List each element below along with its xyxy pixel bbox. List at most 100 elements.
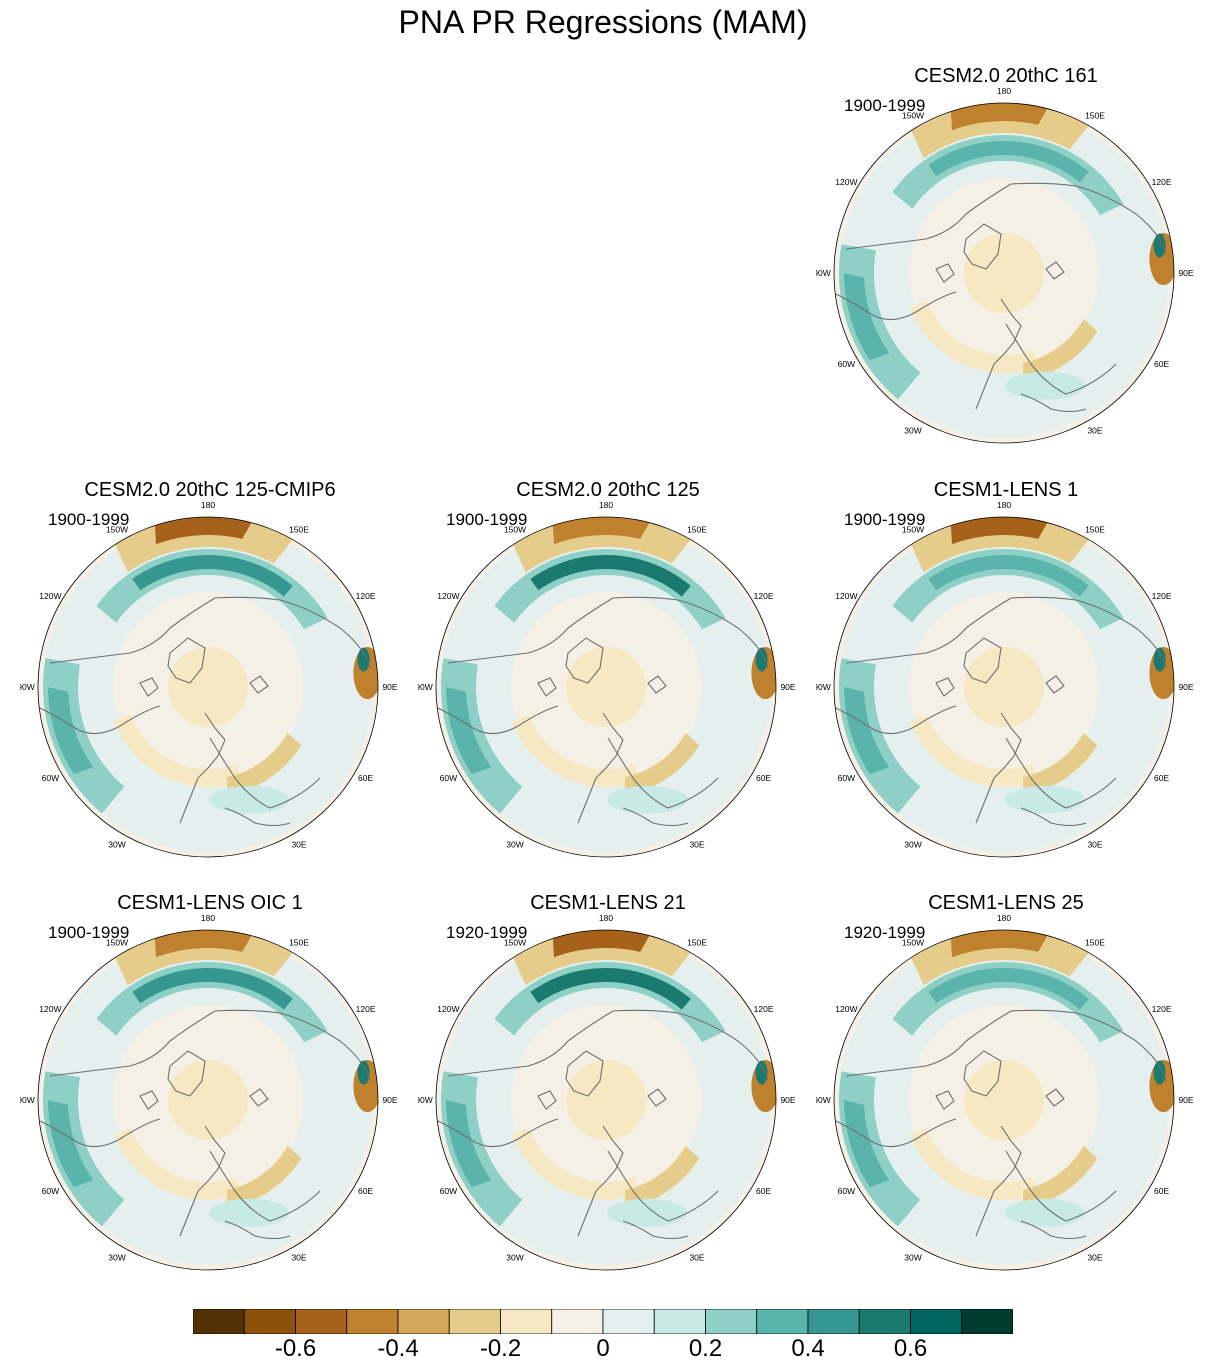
longitude-label: 90E <box>1178 682 1193 692</box>
longitude-label: 60W <box>440 773 457 783</box>
longitude-label: 180 <box>599 500 613 510</box>
longitude-label: 150E <box>289 524 309 534</box>
map-panel-cesm1-lens-25: 180150E120E90E60E30E030W60W90W120W150WCE… <box>816 891 1196 1271</box>
colorbar-tick-label: 0.6 <box>893 1335 928 1362</box>
longitude-label: 90W <box>418 682 433 692</box>
longitude-label: 60E <box>756 1186 771 1196</box>
panel-title: CESM2.0 20thC 161 <box>914 65 1098 87</box>
map-panel-cesm2-161: 180150E120E90E60E30E030W60W90W120W150WCE… <box>816 64 1196 444</box>
colorbar-tick-label: 0.2 <box>688 1335 723 1362</box>
longitude-label: 150E <box>687 524 707 534</box>
longitude-label: 120W <box>39 591 61 601</box>
polar-map: 180150E120E90E60E30E030W60W90W120W150W <box>418 500 796 858</box>
longitude-label: 60W <box>838 773 855 783</box>
longitude-label: 120E <box>356 591 376 601</box>
colorbar-swatch <box>653 1308 706 1335</box>
longitude-label: 90E <box>382 682 397 692</box>
longitude-label: 120E <box>1152 1004 1172 1014</box>
longitude-label: 90E <box>1178 268 1193 278</box>
panel-period: 1900-1999 <box>446 510 528 529</box>
polar-map: 180150E120E90E60E30E030W60W90W120W150W <box>816 500 1194 858</box>
colorbar-tick-label: 0.4 <box>791 1335 825 1362</box>
longitude-label: 120E <box>1152 177 1172 187</box>
longitude-label: 30W <box>904 426 921 436</box>
longitude-label: 30W <box>904 840 921 850</box>
colorbar-swatch <box>500 1308 553 1335</box>
colorbar-swatch <box>807 1308 860 1335</box>
longitude-label: 150W <box>504 524 526 534</box>
colorbar-bar <box>192 1308 1014 1335</box>
colorbar-swatch <box>910 1308 963 1335</box>
colorbar-tick-label: -0.6 <box>274 1335 317 1362</box>
panel-period: 1900-1999 <box>48 510 130 529</box>
longitude-label: 150E <box>1085 524 1105 534</box>
longitude-label: 120W <box>835 1004 857 1014</box>
longitude-label: 30W <box>506 840 523 850</box>
longitude-label: 120W <box>835 591 857 601</box>
colorbar-swatch <box>448 1308 501 1335</box>
colorbar-swatch <box>551 1308 604 1335</box>
longitude-label: 180 <box>997 913 1011 923</box>
longitude-label: 120W <box>835 177 857 187</box>
longitude-label: 30W <box>506 1253 523 1263</box>
polar-map: 180150E120E90E60E30E030W60W90W120W150W <box>20 500 398 858</box>
panel-title: CESM1-LENS 1 <box>933 479 1079 501</box>
longitude-label: 30E <box>291 840 306 850</box>
longitude-label: 150W <box>106 937 128 947</box>
longitude-label: 60E <box>756 773 771 783</box>
polar-map: 180150E120E90E60E30E030W60W90W120W150W <box>816 86 1194 444</box>
longitude-label: 90E <box>780 682 795 692</box>
colorbar: -0.6 -0.4 -0.2 0 0.2 0.4 0.6 <box>192 1308 1014 1366</box>
longitude-label: 90W <box>418 1095 433 1105</box>
colorbar-swatch <box>295 1308 348 1335</box>
longitude-label: 30E <box>291 1253 306 1263</box>
longitude-label: 60W <box>42 773 59 783</box>
longitude-label: 180 <box>201 500 215 510</box>
panel-title: CESM2.0 20thC 125 <box>516 479 700 501</box>
longitude-label: 30E <box>1087 426 1102 436</box>
longitude-label: 30E <box>689 840 704 850</box>
map-panel-cesm2-125-cmip6: 180150E120E90E60E30E030W60W90W120W150WCE… <box>20 478 400 858</box>
longitude-label: 150E <box>1085 937 1105 947</box>
panel-period: 1900-1999 <box>844 510 926 529</box>
longitude-label: 120W <box>437 591 459 601</box>
map-panel-cesm1-lens-1: 180150E120E90E60E30E030W60W90W120W150WCE… <box>816 478 1196 858</box>
longitude-label: 30W <box>108 1253 125 1263</box>
longitude-label: 180 <box>997 86 1011 96</box>
longitude-label: 150W <box>106 524 128 534</box>
longitude-label: 90E <box>1178 1095 1193 1105</box>
polar-map: 180150E120E90E60E30E030W60W90W120W150W <box>20 913 398 1271</box>
longitude-label: 60E <box>1154 359 1169 369</box>
longitude-label: 60E <box>358 773 373 783</box>
longitude-label: 90W <box>816 268 831 278</box>
colorbar-tick-label: -0.4 <box>377 1335 419 1362</box>
colorbar-tick-label: 0 <box>596 1335 610 1362</box>
longitude-label: 150W <box>902 937 924 947</box>
longitude-label: 60E <box>1154 1186 1169 1196</box>
longitude-label: 90W <box>816 682 831 692</box>
longitude-label: 150E <box>687 937 707 947</box>
panel-title: CESM1-LENS 21 <box>530 892 686 914</box>
longitude-label: 150E <box>289 937 309 947</box>
longitude-label: 180 <box>997 500 1011 510</box>
colorbar-swatch <box>705 1308 758 1335</box>
polar-map: 180150E120E90E60E30E030W60W90W120W150W <box>418 913 796 1271</box>
panel-title: CESM2.0 20thC 125-CMIP6 <box>84 479 336 501</box>
colorbar-swatch <box>397 1308 450 1335</box>
colorbar-swatch <box>602 1308 655 1335</box>
longitude-label: 150W <box>902 110 924 120</box>
longitude-label: 150W <box>902 524 924 534</box>
map-panel-cesm1-lens-21: 180150E120E90E60E30E030W60W90W120W150WCE… <box>418 891 798 1271</box>
colorbar-swatch <box>346 1308 399 1335</box>
panel-title: CESM1-LENS OIC 1 <box>117 892 303 914</box>
longitude-label: 120E <box>754 1004 774 1014</box>
longitude-label: 150E <box>1085 110 1105 120</box>
longitude-label: 120W <box>39 1004 61 1014</box>
longitude-label: 180 <box>201 913 215 923</box>
panel-period: 1900-1999 <box>48 923 130 942</box>
longitude-label: 30E <box>1087 1253 1102 1263</box>
longitude-label: 60W <box>838 359 855 369</box>
longitude-label: 120E <box>356 1004 376 1014</box>
longitude-label: 30E <box>1087 840 1102 850</box>
longitude-label: 120W <box>437 1004 459 1014</box>
